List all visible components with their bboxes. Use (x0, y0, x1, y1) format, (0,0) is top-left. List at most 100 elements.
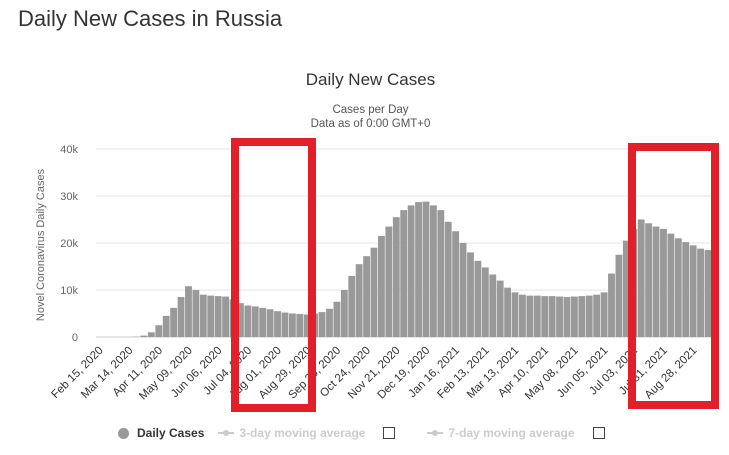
bar (296, 313, 304, 337)
bar (251, 306, 259, 337)
legend-3-day-average-marker-icon (218, 430, 235, 436)
bar (615, 254, 623, 337)
x-tick-label: Aug 28, 2021 (643, 345, 700, 402)
legend-3-day-average-label: 3-day moving average (239, 426, 366, 440)
bar (674, 238, 682, 337)
bar (444, 221, 452, 337)
bar (222, 296, 229, 337)
bar (177, 297, 185, 337)
bar (333, 301, 341, 337)
bar (348, 275, 356, 337)
y-tick-label: 10k (60, 285, 78, 297)
legend-daily-cases-label: Daily Cases (137, 426, 205, 440)
bar (645, 223, 653, 337)
bar (281, 312, 289, 337)
bar (415, 202, 422, 337)
page-title: Daily New Cases in Russia (18, 6, 283, 31)
legend-daily-cases-marker-icon (118, 427, 129, 439)
bar (548, 296, 556, 337)
chart-title: Daily New Cases (305, 70, 436, 89)
bar (452, 231, 460, 337)
bar (578, 296, 586, 337)
bar (481, 267, 489, 337)
y-tick-label: 0 (72, 332, 78, 344)
bar (370, 247, 378, 337)
bar (437, 210, 445, 337)
bar (244, 305, 252, 337)
bar (214, 296, 222, 337)
bar (570, 296, 578, 337)
bar (162, 315, 170, 337)
bar (489, 274, 497, 337)
y-tick-label: 40k (60, 144, 78, 156)
legend-item-daily-cases[interactable]: Daily Cases (118, 426, 204, 440)
bar (199, 294, 207, 337)
bar (303, 314, 311, 337)
bar (504, 287, 512, 337)
bar (288, 313, 296, 337)
bar (355, 264, 363, 337)
bar (237, 303, 244, 337)
bar (697, 248, 704, 337)
bar (274, 311, 281, 337)
chart-subtitle-line-2: Data as of 0:00 GMT+0 (310, 118, 431, 130)
chart-subtitle: Cases per Day Data as of 0:00 GMT+0 (0, 103, 729, 131)
highlight-box (231, 138, 316, 412)
bar (207, 295, 215, 337)
bar (526, 295, 534, 337)
y-tick-label: 30k (60, 191, 78, 203)
bar (519, 294, 526, 337)
bar (689, 245, 697, 337)
bar (429, 205, 437, 337)
bar (185, 286, 192, 337)
bar (652, 226, 660, 337)
bar (660, 228, 667, 337)
bar (170, 307, 178, 337)
bar (593, 294, 601, 337)
bar (378, 235, 385, 337)
bar (140, 335, 148, 337)
y-axis-title: Novel Coronavirus Daily Cases (35, 168, 47, 321)
bar (637, 219, 645, 337)
bar (608, 273, 615, 337)
bar (392, 217, 400, 337)
chart-subtitle-line-1: Cases per Day (332, 104, 409, 116)
legend-7-day-average-checkbox[interactable] (592, 427, 605, 439)
chart-legend: Daily Cases 3-day moving average 7-day m… (118, 425, 637, 441)
bar (467, 252, 474, 337)
bar (682, 242, 690, 337)
bar (563, 297, 571, 337)
bar (459, 243, 467, 337)
bar (556, 296, 563, 337)
bar (474, 260, 482, 337)
bar (259, 307, 267, 337)
legend-item-3-day-average[interactable]: 3-day moving average (218, 426, 413, 440)
legend-3-day-average-checkbox[interactable] (383, 427, 396, 439)
bar (541, 296, 549, 337)
highlight-box (628, 143, 719, 409)
bar (155, 325, 163, 337)
bar (326, 308, 333, 337)
bar (496, 280, 504, 337)
bar (704, 250, 712, 337)
bar (192, 290, 200, 337)
legend-item-7-day-average[interactable]: 7-day moving average (427, 426, 622, 440)
bar (407, 205, 415, 337)
bar (585, 295, 593, 337)
bar (363, 256, 371, 337)
legend-7-day-average-label: 7-day moving average (448, 426, 575, 440)
legend-7-day-average-marker-icon (427, 430, 444, 436)
bar (385, 226, 393, 337)
x-tick-label: Feb 15, 2020 (49, 345, 105, 401)
bar (533, 295, 541, 337)
bar (147, 332, 155, 337)
bar (400, 210, 408, 337)
bar (622, 240, 630, 337)
bar (266, 309, 274, 337)
bar (667, 233, 675, 337)
y-tick-label: 20k (60, 238, 78, 250)
bar (422, 201, 430, 337)
bar (600, 292, 608, 337)
bar (318, 312, 326, 337)
